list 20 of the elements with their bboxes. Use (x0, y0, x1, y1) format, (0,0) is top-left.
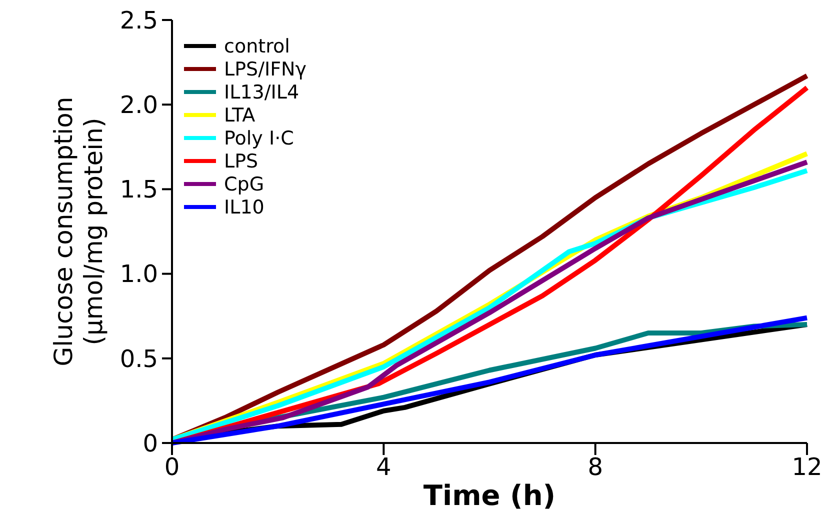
x-tick-label: 0 (164, 453, 180, 481)
x-tick-label: 4 (376, 453, 392, 481)
legend-label: CpG (224, 174, 264, 196)
x-axis-title: Time (h) (423, 479, 556, 512)
y-tick-label: 2.5 (120, 6, 158, 34)
legend-label: IL13/IL4 (224, 82, 300, 104)
legend-label: LTA (224, 104, 256, 127)
x-tick-label: 12 (792, 453, 822, 481)
legend-label: IL10 (224, 196, 264, 219)
legend-label: Poly I·C (224, 128, 294, 150)
y-tick-label: 1.5 (120, 176, 158, 204)
x-tick-label: 8 (588, 453, 603, 481)
legend-label: LPS (224, 150, 258, 173)
y-tick-label: 1.0 (120, 260, 158, 288)
legend-label: control (224, 36, 290, 58)
y-tick-label: 0 (142, 429, 158, 458)
legend-label: LPS/IFNγ (224, 58, 306, 81)
y-tick-label: 0.5 (120, 344, 158, 373)
y-tick-label: 2.0 (120, 91, 158, 119)
y-axis-title: Glucose consumption (µmol/mg protein) (49, 96, 108, 366)
